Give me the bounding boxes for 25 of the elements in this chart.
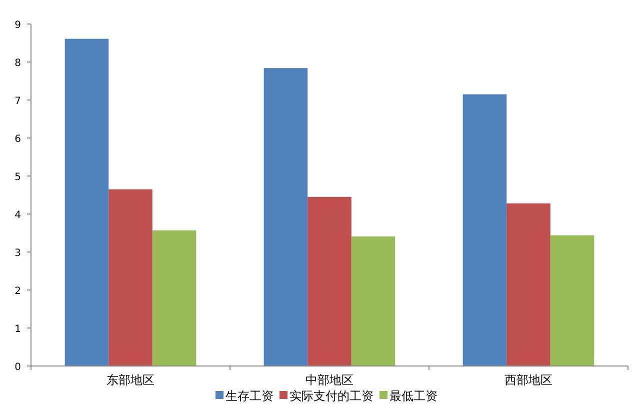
legend-label: 最低工资 (390, 389, 438, 403)
legend-label: 生存工资 (226, 389, 274, 403)
x-tick-label: 中部地区 (306, 373, 354, 387)
y-tick-label: 2 (14, 286, 21, 297)
bar (351, 236, 396, 366)
y-tick-label: 9 (14, 20, 21, 31)
bar (264, 68, 308, 366)
y-tick-label: 5 (14, 172, 21, 183)
bar (506, 203, 550, 366)
y-tick-label: 0 (14, 362, 21, 373)
bar (308, 196, 352, 366)
y-tick-label: 4 (14, 210, 21, 221)
bar (152, 230, 196, 366)
bar (64, 38, 109, 366)
bar (462, 94, 507, 366)
y-tick-label: 7 (14, 96, 21, 107)
y-tick-label: 6 (14, 134, 21, 145)
x-tick-label: 西部地区 (504, 373, 552, 387)
bar (108, 189, 152, 366)
x-tick-label: 东部地区 (106, 373, 154, 387)
y-tick-label: 1 (14, 324, 21, 335)
bar (550, 235, 594, 366)
y-tick-label: 3 (14, 248, 21, 259)
legend-label: 实际支付的工资 (290, 389, 374, 403)
y-tick-label: 8 (14, 58, 21, 69)
